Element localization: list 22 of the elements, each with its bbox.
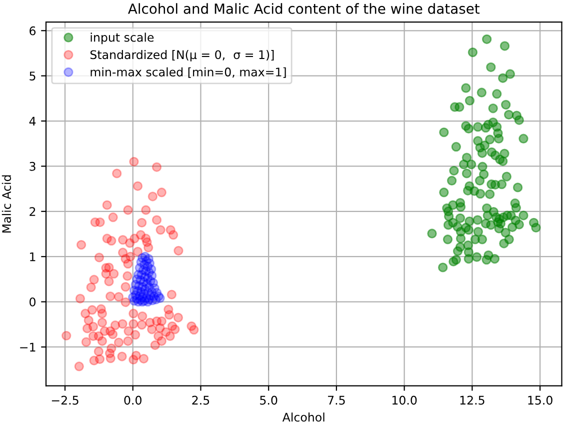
y-tick-label: 0	[30, 298, 36, 306]
legend-label: Standardized [N(μ = 0, σ = 1)]	[90, 50, 274, 62]
x-tick-label: 15.0	[528, 396, 552, 405]
x-tick-label: 2.5	[192, 396, 210, 405]
x-tick-label: 0.0	[124, 396, 142, 405]
x-tick-label: 7.5	[328, 396, 345, 405]
y-tick-label: −1	[20, 342, 36, 352]
y-tick-label: 1	[30, 252, 36, 262]
y-tick-label: 6	[30, 26, 36, 36]
x-axis-title: Alcohol	[282, 412, 324, 422]
x-tick-label: 5.0	[260, 396, 278, 405]
x-tick-label: 12.5	[460, 396, 484, 405]
y-tick-label: 4	[29, 116, 36, 126]
x-tick-label: 10.0	[392, 396, 417, 405]
legend-label: input scale	[90, 32, 154, 44]
legend-label: min-max scaled [min=0, max=1]	[90, 67, 286, 78]
chart-title: Alcohol and Malic Acid content of the wine dataset	[128, 3, 480, 14]
y-axis-title: Malic Acid	[2, 175, 12, 232]
y-tick-label: 5	[30, 72, 36, 80]
x-tick-label: −2.5	[52, 396, 78, 405]
y-tick-label: 3	[30, 162, 36, 171]
y-tick-label: 2	[30, 207, 36, 216]
